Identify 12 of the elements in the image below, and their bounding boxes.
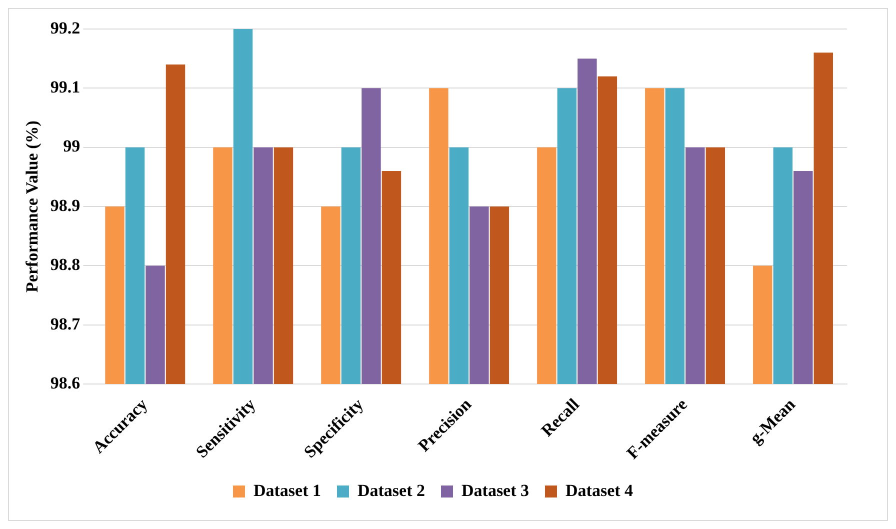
- y-axis-title: Performance Value (%): [22, 120, 42, 292]
- y-tick-label: 98.6: [50, 373, 80, 392]
- y-tick-label: 99: [63, 136, 80, 156]
- legend-label: Dataset 2: [357, 480, 426, 500]
- y-tick-label: 98.8: [50, 255, 80, 274]
- y-tick-label: 98.9: [50, 196, 80, 215]
- legend-label: Dataset 3: [462, 480, 530, 500]
- legend-label: Dataset 4: [566, 480, 634, 500]
- y-tick-label: 98.7: [50, 314, 81, 334]
- legend-label: Dataset 1: [253, 480, 321, 500]
- y-tick-label: 99.2: [50, 18, 80, 38]
- y-tick-label: 99.1: [50, 78, 80, 97]
